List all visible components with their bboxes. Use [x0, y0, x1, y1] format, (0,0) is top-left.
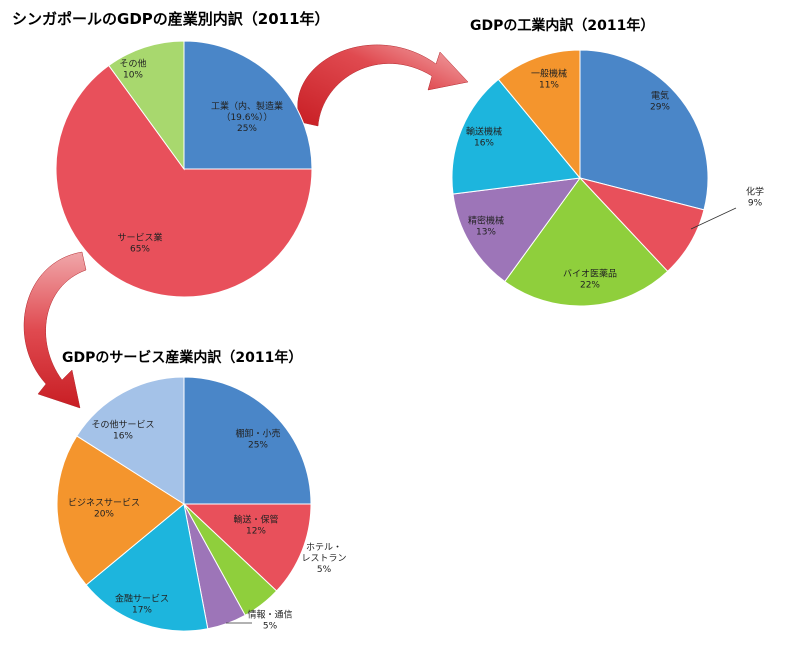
pie-gdp-by-industry: 工業（内、製造業（19.6%）） 25% サービス業 65% その他 10%	[55, 40, 313, 298]
pie-0-slice-2-label: その他 10%	[119, 58, 146, 81]
slice-name-label: 情報・通信	[247, 609, 292, 621]
pie-1-slice-4-label: 輸送機械 16%	[466, 126, 502, 149]
pie-0-slice-0	[183, 40, 313, 170]
pie-1-slice-5-label: 一般機械 11%	[531, 68, 567, 91]
slice-percent-label: 25%	[248, 441, 268, 451]
slice-name-label: ホテル・	[306, 542, 342, 553]
slice-percent-label: 29%	[650, 103, 670, 113]
pie-1-slice-2-label: バイオ医薬品 22%	[563, 268, 617, 291]
slice-name-label: 輸送・保管	[233, 514, 278, 526]
pie-0-slice-0-label: 工業（内、製造業（19.6%）） 25%	[211, 100, 283, 134]
slice-name-label: その他サービス	[91, 419, 154, 431]
slice-percent-label: 9%	[748, 199, 763, 209]
slice-percent-label: 22%	[580, 281, 600, 291]
chart-title-main: シンガポールのGDPの産業別内訳（2011年）	[12, 10, 330, 28]
slice-percent-label: 16%	[113, 432, 133, 442]
pie-2-slice-1	[182, 503, 312, 592]
slice-percent-label: 20%	[94, 510, 114, 520]
curved-arrow-to-industry	[297, 44, 469, 127]
slice-name-label: 精密機械	[468, 215, 504, 227]
slice-name-label: 輸送機械	[466, 126, 502, 138]
pie-2-slice-6-label: その他サービス 16%	[91, 419, 154, 442]
pie-1-slice-2	[504, 177, 669, 307]
pie-0-slice-2	[108, 40, 185, 171]
slice-name-label: サービス業	[117, 232, 162, 244]
slice-percent-label: 65%	[130, 245, 150, 255]
slice-percent-label: 5%	[317, 565, 332, 575]
pie-0-slice-1-label: サービス業 65%	[117, 232, 162, 255]
pie-2-slice-0	[183, 376, 312, 505]
pie-0-slice-1	[55, 64, 313, 298]
pie-2-slice-4-label: 金融サービス 17%	[115, 593, 169, 616]
curved-arrow-to-service	[23, 251, 87, 409]
slice-percent-label: 12%	[246, 527, 266, 537]
slice-name-label: 棚卸・小売	[235, 428, 280, 440]
slice-name-label: 工業（内、製造業	[211, 100, 283, 112]
chart-title-industry: GDPの工業内訳（2011年）	[470, 17, 654, 34]
slice-name-label: （19.6%））	[221, 112, 272, 123]
slice-name-label: 金融サービス	[115, 593, 169, 605]
pie-1-slice-0-label: 電気 29%	[650, 90, 670, 113]
slice-percent-label: 13%	[476, 228, 496, 238]
pie-2-slice-5	[56, 435, 185, 586]
pie-industry-breakdown: 電気 29% 化学 9% バイオ医薬品 22% 精密機械 13% 輸送機械 16% 一般機械 11%	[451, 49, 764, 307]
pie-service-breakdown: 棚卸・小売 25%輸送・保管 12%ホテル・レストラン 5%情報・通信 5%金融サービス…	[56, 376, 347, 632]
pie-1-slice-3-label: 精密機械 13%	[468, 215, 504, 238]
pie-2-slice-4	[85, 503, 209, 632]
slice-name-label: バイオ医薬品	[563, 268, 617, 280]
slice-name-label: 電気	[651, 90, 669, 102]
pie-1-slice-3	[452, 177, 582, 283]
slice-percent-label: 16%	[474, 139, 494, 149]
slice-name-label: 化学	[746, 186, 764, 198]
pie-2-slice-1-label: 輸送・保管 12%	[233, 514, 278, 537]
pie-1-slice-0	[579, 49, 709, 211]
pie-2-slice-3-label: 情報・通信 5%	[247, 609, 292, 632]
slice-name-label: ビジネスサービス	[68, 498, 140, 509]
pie-2-slice-6	[76, 376, 185, 505]
leader-line-chemistry	[690, 207, 737, 230]
pie-1-slice-1-label: 化学 9%	[746, 186, 764, 209]
pie-2-slice-2-label: ホテル・レストラン 5%	[301, 542, 346, 575]
pie-2-slice-5-label: ビジネスサービス 20%	[68, 498, 140, 520]
slice-percent-label: 10%	[123, 71, 143, 81]
pie-1-slice-5	[497, 49, 581, 180]
slice-percent-label: 25%	[237, 124, 257, 134]
chart-title-service: GDPのサービス産業内訳（2011年）	[62, 349, 302, 366]
slice-name-label: 一般機械	[531, 68, 567, 80]
slice-name-label: レストラン	[301, 553, 346, 564]
slice-percent-label: 11%	[539, 81, 559, 91]
slice-percent-label: 5%	[263, 622, 278, 632]
slice-name-label: その他	[119, 58, 146, 70]
slice-percent-label: 17%	[132, 606, 152, 616]
pie-1-slice-4	[451, 78, 581, 195]
pie-2-slice-0-label: 棚卸・小売 25%	[235, 428, 280, 451]
